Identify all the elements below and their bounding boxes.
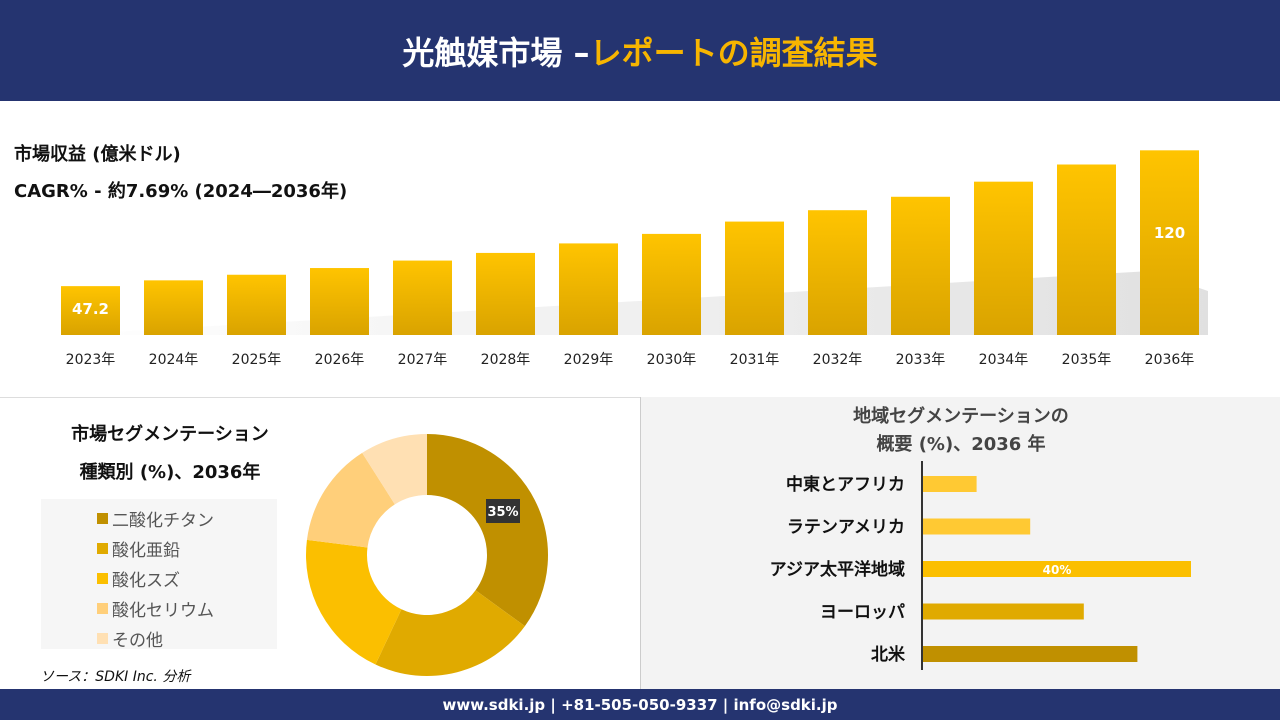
legend-label: 二酸化チタン <box>112 510 214 531</box>
segment-title-2: 種類別 (%)、2036年 <box>79 462 261 483</box>
source-note: ソース：SDKI Inc. 分析 <box>40 669 191 685</box>
footer-contact: www.sdki.jp | +81-505-050-9337 | info@sd… <box>0 689 1280 720</box>
revenue-bar <box>61 286 120 335</box>
year-tick-label: 2027年 <box>398 352 448 368</box>
year-tick-label: 2023年 <box>66 352 116 368</box>
region-bar <box>923 646 1138 662</box>
year-tick-label: 2031年 <box>730 352 780 368</box>
donut-slice <box>427 434 548 627</box>
year-tick-label: 2025年 <box>232 352 282 368</box>
legend-label: 酸化スズ <box>112 570 180 591</box>
revenue-bar <box>1057 164 1116 335</box>
region-title: 地域セグメンテーションの 概要 (%)、2036 年 <box>641 403 1280 459</box>
revenue-bar <box>476 252 535 335</box>
year-tick-label: 2034年 <box>979 352 1029 368</box>
label-box <box>486 499 520 523</box>
segment-title-1: 市場セグメンテーション <box>71 424 269 445</box>
legend-swatch <box>97 542 108 554</box>
donut-slice <box>306 452 395 548</box>
region-label: ヨーロッパ <box>820 603 905 623</box>
legend-item: 酸化スズ <box>97 563 277 593</box>
year-tick-label: 2026年 <box>315 352 365 368</box>
revenue-bar <box>725 221 784 335</box>
type-donut-chart: 35% <box>306 434 548 676</box>
region-label: アジア太平洋地域 <box>770 559 905 580</box>
title-accent: レポートの調査結果 <box>589 33 878 72</box>
revenue-bar <box>393 260 452 335</box>
revenue-bar <box>310 268 369 335</box>
donut-slice <box>362 434 427 505</box>
legend-swatch <box>97 632 108 644</box>
revenue-bar <box>227 274 286 335</box>
region-bar <box>923 476 977 492</box>
region-data-label: 40% <box>1043 563 1072 577</box>
revenue-bar <box>974 181 1033 335</box>
legend-item: 酸化セリウム <box>97 593 277 623</box>
legend-item: その他 <box>97 623 277 653</box>
year-tick-label: 2024年 <box>149 352 199 368</box>
year-tick-label: 2032年 <box>813 352 863 368</box>
legend-label: その他 <box>112 630 163 651</box>
legend-swatch <box>97 602 108 614</box>
revenue-label: 市場収益 (億米ドル) <box>14 144 181 165</box>
region-title-2: 概要 (%)、2036 年 <box>876 434 1046 455</box>
revenue-bar <box>144 280 203 335</box>
legend-swatch <box>97 512 108 524</box>
region-bar <box>923 518 1031 535</box>
donut-slice <box>375 590 525 676</box>
year-tick-label: 2028年 <box>481 352 531 368</box>
year-tick-label: 2035年 <box>1062 352 1112 368</box>
revenue-bar <box>559 243 618 335</box>
legend-item: 二酸化チタン <box>97 503 277 533</box>
revenue-bar-chart: 2023年 47.2 2024年 2025年 2026年 2027年 2028年 2029年 2… <box>60 150 1208 368</box>
revenue-bar <box>1140 150 1199 335</box>
region-segment-panel: 中東とアフリカ ラテンアメリカアジア太平洋地域 40% ヨーロッパ北米 地域セグメンテ… <box>640 397 1280 689</box>
year-tick-label: 2033年 <box>896 352 946 368</box>
bar-data-label: 47.2 <box>72 300 109 318</box>
legend-label: 酸化亜鉛 <box>112 540 180 561</box>
year-tick-label: 2030年 <box>647 352 697 368</box>
donut-legend: 二酸化チタン 酸化亜鉛酸化スズ酸化セリウム その他 <box>41 499 277 651</box>
title-main: 光触媒市場 – <box>402 33 590 72</box>
revenue-bar <box>891 196 950 335</box>
bar-data-label: 120 <box>1154 224 1185 242</box>
type-segment-panel: 市場セグメンテーション 種類別 (%)、2036年 二酸化チタン 酸化亜鉛酸化スズ… <box>0 397 640 689</box>
region-label: ラテンアメリカ <box>787 518 905 538</box>
year-tick-label: 2029年 <box>564 352 614 368</box>
header-banner: 光触媒市場 – レポートの調査結果 <box>0 0 1280 101</box>
label-text: 35% <box>487 505 518 520</box>
region-label: 北米 <box>871 644 906 665</box>
revenue-bar <box>642 233 701 335</box>
revenue-bar <box>808 210 867 335</box>
legend-item: 酸化亜鉛 <box>97 533 277 563</box>
legend-swatch <box>97 572 108 584</box>
region-bar <box>923 561 1191 577</box>
region-label: 中東とアフリカ <box>786 474 905 495</box>
legend-label: 酸化セリウム <box>112 600 214 621</box>
year-tick-label: 2036年 <box>1145 352 1195 368</box>
donut-data-label: 35% <box>486 499 520 523</box>
cagr-label: CAGR% - 約7.69% (2024―2036年) <box>14 181 348 202</box>
region-bar <box>923 603 1084 620</box>
region-title-1: 地域セグメンテーションの <box>853 406 1069 427</box>
donut-slice <box>306 539 402 665</box>
